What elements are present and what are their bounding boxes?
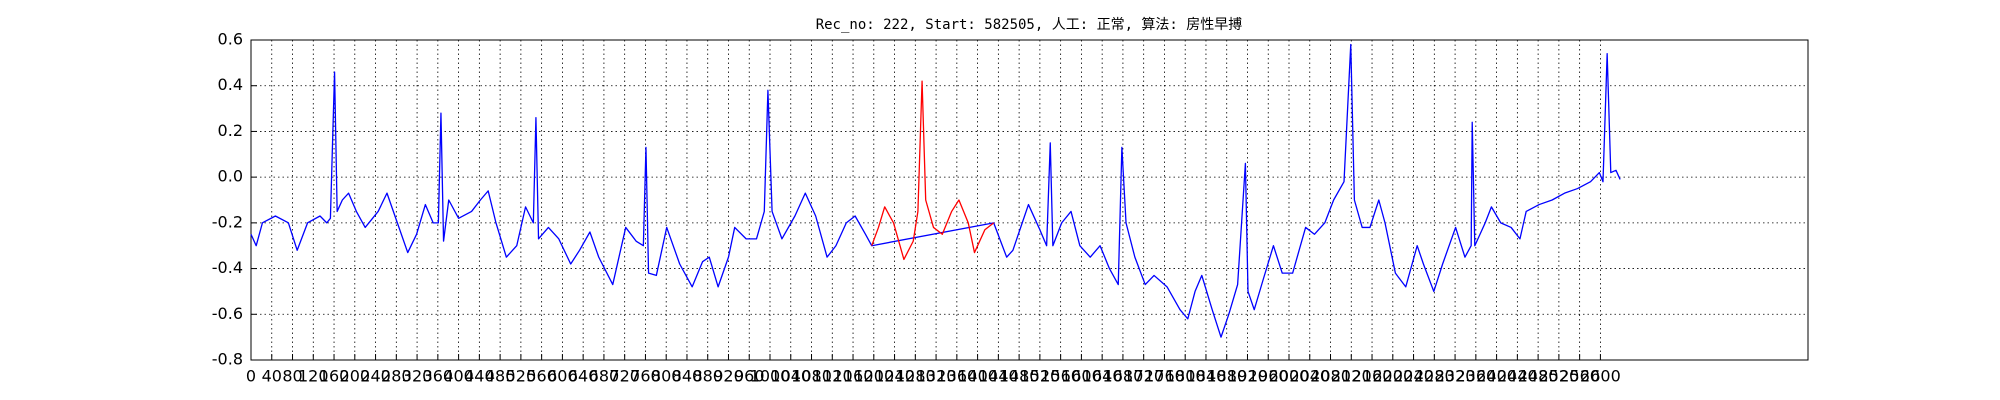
x-tick-label: 2440 [1497, 367, 1538, 386]
y-tick-label: -0.6 [212, 304, 243, 323]
x-tick-label: 240 [360, 367, 391, 386]
x-tick-label: 600 [547, 367, 578, 386]
x-tick-label: 800 [651, 367, 682, 386]
x-tick-label: 560 [526, 367, 557, 386]
x-tick-label: 1040 [770, 367, 811, 386]
x-tick-label: 280 [381, 367, 412, 386]
x-tick-label: 840 [672, 367, 703, 386]
x-tick-label: 1440 [978, 367, 1019, 386]
y-tick-label: 0.4 [218, 75, 243, 94]
x-tick-label: 1960 [1248, 367, 1289, 386]
x-tick-label: 2120 [1331, 367, 1372, 386]
x-tick-label: 1480 [999, 367, 1040, 386]
x-tick-label: 960 [734, 367, 765, 386]
x-tick-label: 1720 [1123, 367, 1164, 386]
x-tick-label: 1320 [916, 367, 957, 386]
x-tick-label: 2240 [1393, 367, 1434, 386]
x-tick-label: 1760 [1144, 367, 1185, 386]
x-tick-label: 40 [262, 367, 282, 386]
y-tick-label: 0.6 [218, 30, 243, 49]
y-tick-label: -0.2 [212, 212, 243, 231]
x-tick-label: 1200 [853, 367, 894, 386]
x-tick-label: 1400 [957, 367, 998, 386]
x-tick-label: 1280 [895, 367, 936, 386]
x-tick-label: 1680 [1103, 367, 1144, 386]
x-tick-label: 2320 [1435, 367, 1476, 386]
plot-frame [250, 39, 1809, 361]
y-tick-label: -0.4 [212, 258, 243, 277]
x-tick-label: 1000 [750, 367, 791, 386]
series-line [250, 43, 1621, 338]
x-tick-label: 2040 [1289, 367, 1330, 386]
x-tick-label: 400 [443, 367, 474, 386]
x-tick-label: 1360 [936, 367, 977, 386]
x-tick-label: 1880 [1206, 367, 1247, 386]
x-tick-label: 880 [692, 367, 723, 386]
x-tick-label: 360 [423, 367, 454, 386]
x-tick-label: 1600 [1061, 367, 1102, 386]
x-tick-label: 640 [568, 367, 599, 386]
x-tick-label: 1560 [1040, 367, 1081, 386]
x-tick-label: 1920 [1227, 367, 1268, 386]
x-tick-label: 320 [402, 367, 433, 386]
x-tick-label: 1240 [874, 367, 915, 386]
x-tick-label: 1520 [1020, 367, 1061, 386]
x-tick-label: 2400 [1476, 367, 1517, 386]
x-tick-label: 0 [246, 367, 256, 386]
x-tick-label: 200 [340, 367, 371, 386]
x-tick-label: 80 [282, 367, 302, 386]
x-tick-label: 2480 [1518, 367, 1559, 386]
y-tick-label: 0.2 [218, 121, 243, 140]
x-tick-label: 760 [630, 367, 661, 386]
x-tick-label: 2360 [1455, 367, 1496, 386]
x-tick-label: 2200 [1372, 367, 1413, 386]
x-tick-label: 2160 [1352, 367, 1393, 386]
x-tick-label: 2600 [1580, 367, 1621, 386]
x-tick-label: 920 [713, 367, 744, 386]
x-tick-label: 120 [298, 367, 329, 386]
x-tick-label: 1120 [812, 367, 853, 386]
x-tick-label: 480 [485, 367, 516, 386]
x-tick-label: 160 [319, 367, 350, 386]
x-tick-label: 720 [609, 367, 640, 386]
y-tick-label: -0.8 [212, 350, 243, 369]
x-tick-label: 2560 [1559, 367, 1600, 386]
x-tick-label: 2000 [1269, 367, 1310, 386]
x-tick-label: 1080 [791, 367, 832, 386]
x-tick-label: 2280 [1414, 367, 1455, 386]
x-tick-label: 1840 [1186, 367, 1227, 386]
series-line [871, 80, 995, 261]
x-tick-label: 1640 [1082, 367, 1123, 386]
x-tick-label: 440 [464, 367, 495, 386]
x-tick-label: 680 [589, 367, 620, 386]
y-tick-label: 0.0 [218, 167, 243, 186]
x-tick-label: 1800 [1165, 367, 1206, 386]
x-tick-label: 2520 [1539, 367, 1580, 386]
x-tick-label: 520 [506, 367, 537, 386]
x-tick-label: 1160 [833, 367, 874, 386]
x-tick-label: 2080 [1310, 367, 1351, 386]
chart-title: Rec_no: 222, Start: 582505, 人工: 正常, 算法: … [816, 16, 1243, 33]
